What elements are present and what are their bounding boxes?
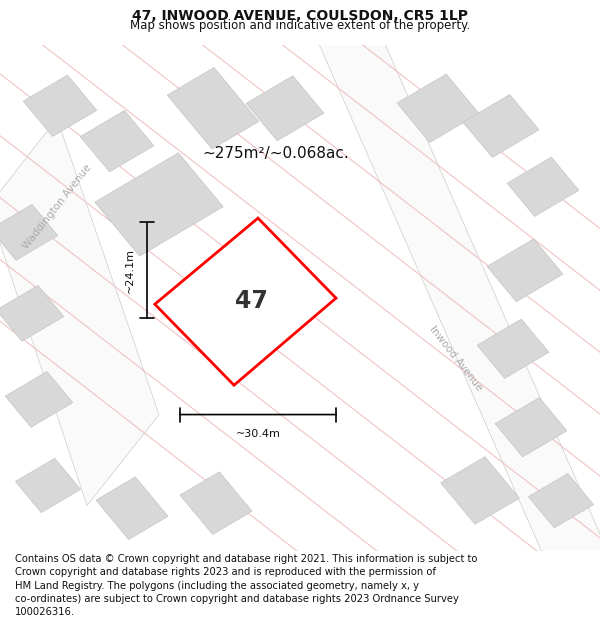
Polygon shape bbox=[440, 457, 520, 524]
Polygon shape bbox=[463, 94, 539, 158]
Text: Waddington Avenue: Waddington Avenue bbox=[21, 162, 93, 251]
Polygon shape bbox=[0, 286, 64, 341]
Polygon shape bbox=[397, 74, 479, 142]
Text: ~30.4m: ~30.4m bbox=[236, 429, 280, 439]
Polygon shape bbox=[23, 75, 97, 136]
Polygon shape bbox=[315, 35, 600, 561]
Polygon shape bbox=[180, 472, 252, 534]
Polygon shape bbox=[5, 371, 73, 428]
Polygon shape bbox=[529, 474, 593, 528]
Polygon shape bbox=[96, 477, 168, 539]
Text: 47, INWOOD AVENUE, COULSDON, CR5 1LP: 47, INWOOD AVENUE, COULSDON, CR5 1LP bbox=[132, 9, 468, 23]
Text: 47: 47 bbox=[235, 289, 268, 313]
Text: Contains OS data © Crown copyright and database right 2021. This information is : Contains OS data © Crown copyright and d… bbox=[15, 554, 478, 617]
Polygon shape bbox=[495, 398, 567, 457]
Polygon shape bbox=[507, 157, 579, 216]
Text: Inwood Avenue: Inwood Avenue bbox=[428, 324, 484, 393]
Polygon shape bbox=[0, 204, 58, 260]
Polygon shape bbox=[487, 239, 563, 302]
Text: ~275m²/~0.068ac.: ~275m²/~0.068ac. bbox=[203, 146, 349, 161]
Polygon shape bbox=[155, 218, 336, 385]
Polygon shape bbox=[95, 153, 223, 256]
Polygon shape bbox=[246, 76, 324, 141]
Polygon shape bbox=[0, 118, 159, 506]
Text: ~24.1m: ~24.1m bbox=[125, 248, 135, 292]
Polygon shape bbox=[477, 319, 549, 378]
Text: Map shows position and indicative extent of the property.: Map shows position and indicative extent… bbox=[130, 19, 470, 32]
Polygon shape bbox=[167, 68, 259, 149]
Polygon shape bbox=[16, 458, 80, 512]
Polygon shape bbox=[80, 111, 154, 172]
